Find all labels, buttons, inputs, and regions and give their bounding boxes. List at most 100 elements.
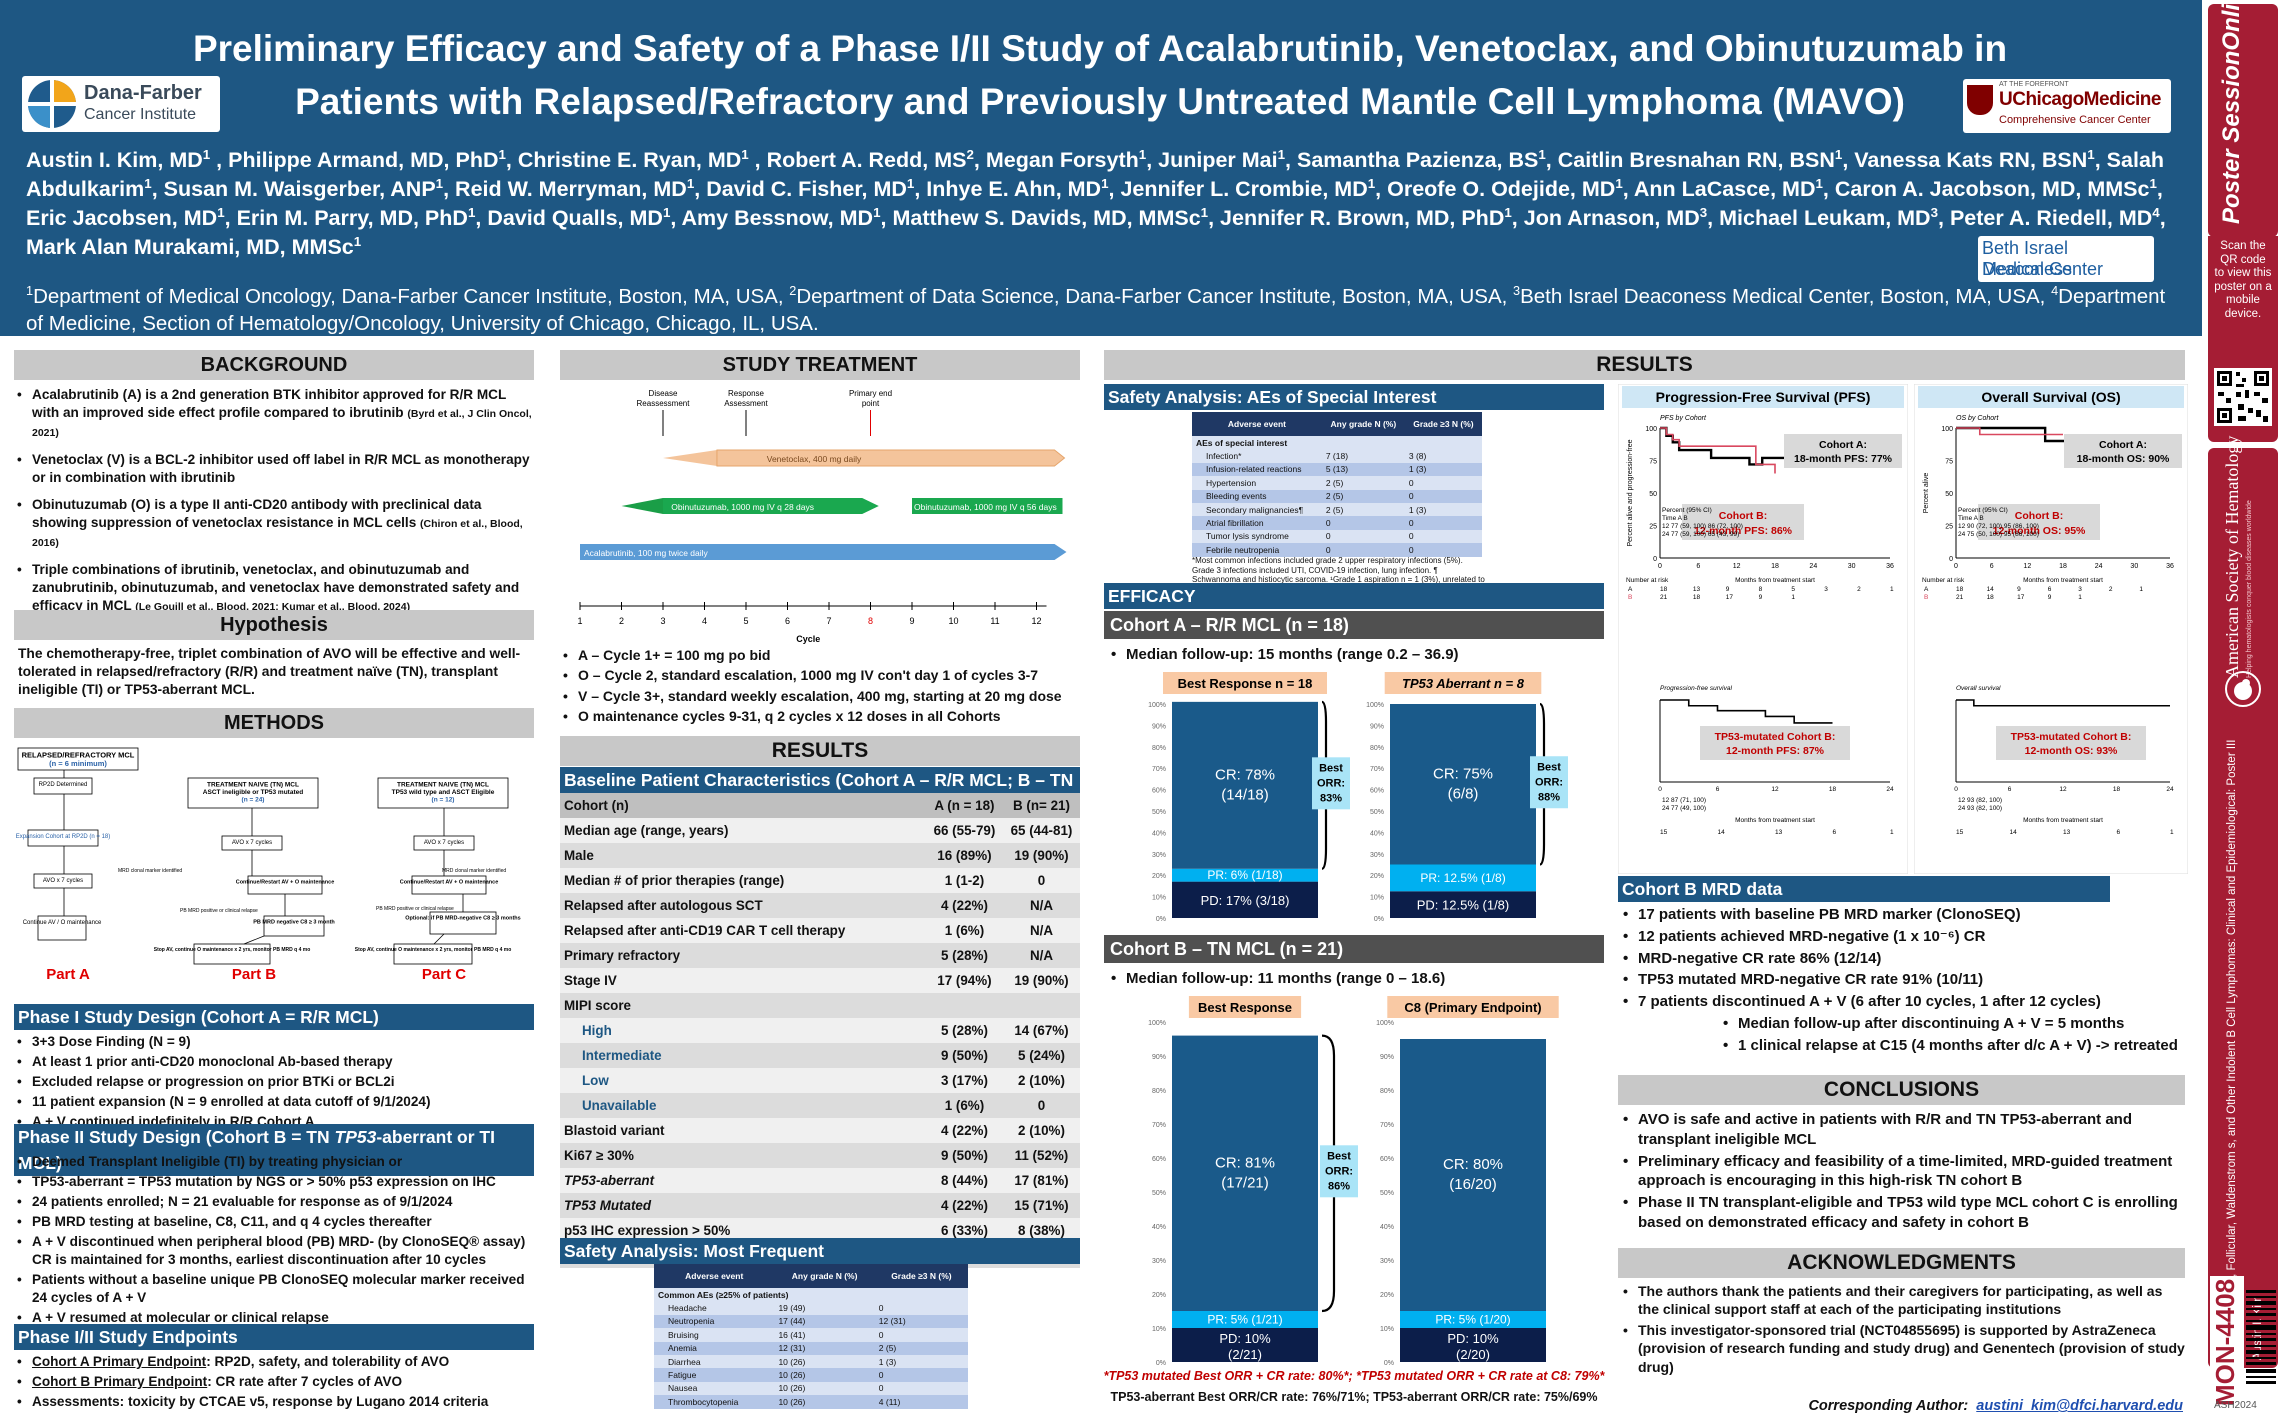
timeline-annotation: Response xyxy=(728,389,765,398)
y-tick-label: 10% xyxy=(1152,1326,1166,1333)
risk-count: 13 xyxy=(1693,586,1701,593)
table-row: Neutropenia 17 (44) 12 (31) xyxy=(654,1314,968,1329)
sub-x-tick: 18 xyxy=(1829,786,1837,793)
y-tick-label: 10% xyxy=(1370,895,1384,902)
table-row: Nausea 10 (26) 0 xyxy=(654,1381,968,1396)
qr-code-icon[interactable] xyxy=(2214,368,2272,426)
acknowledgments-list: The authors thank the patients and their… xyxy=(1620,1282,2185,1378)
author-affiliation-mark: 1 xyxy=(906,175,915,191)
table-header-cell: Grade ≥3 N (%) xyxy=(874,1264,968,1288)
author-affiliation-mark: 1 xyxy=(353,233,362,249)
table-cell: Nausea xyxy=(654,1381,775,1396)
km-callout-text: Cohort B: xyxy=(1719,510,1767,522)
poster-title: Preliminary Efficacy and Safety of a Pha… xyxy=(192,28,2008,122)
affiliation-number: 3 xyxy=(1513,283,1521,299)
baseline-characteristics-table: Cohort (n) A (n = 18) B (n= 21) Median age … xyxy=(560,793,1080,1268)
obinutuzumab-bar-1 xyxy=(663,498,879,514)
chart-title: Best Response xyxy=(1198,1000,1292,1015)
y-tick-label: 75 xyxy=(1945,459,1953,466)
sub-km-table-row: 12 93 (82, 100) xyxy=(1958,797,2002,804)
risk-count: 9 xyxy=(2048,594,2052,601)
y-tick-label: 100% xyxy=(1376,1020,1394,1027)
table-cell: 10 (26) xyxy=(774,1368,875,1382)
y-tick-label: 100% xyxy=(1366,702,1384,709)
orr-callout-box xyxy=(1320,1145,1358,1198)
background-text: Obinutuzumab (O) is a type II anti-CD20 … xyxy=(32,497,482,530)
pfs-km-panel: Progression-Free Survival (PFS) PFS by Co… xyxy=(1618,384,1908,874)
pb-neg-b-box: PB MRD negative C8 ≥ 3 month xyxy=(253,915,335,937)
bullet-item: TP53-aberrant = TP53 mutation by NGS or … xyxy=(14,1173,532,1191)
chart-title-box xyxy=(1188,996,1302,1018)
dana-farber-logo: Dana-Farber Cancer Institute xyxy=(22,76,220,132)
km-curve-B xyxy=(1956,427,2063,436)
pd-segment xyxy=(1172,1328,1318,1362)
risk-count: 1 xyxy=(2139,586,2143,593)
orr-callout-line: ORR: xyxy=(1535,776,1563,788)
bullet-item: O – Cycle 2, standard escalation, 1000 m… xyxy=(560,666,1080,685)
table-cell: Blastoid variant xyxy=(560,1118,926,1143)
y-tick-label: 10% xyxy=(1380,1326,1394,1333)
table-row: Relapsed after anti-CD19 CAR T cell ther… xyxy=(560,918,1080,943)
cr-label: CR: 81% xyxy=(1215,1154,1275,1171)
safety-frequent-heading: Safety Analysis: Most Frequent xyxy=(560,1238,1080,1264)
acalabrutinib-label: Acalabrutinib, 100 mg twice daily xyxy=(584,548,709,558)
table-cell: 0 xyxy=(1404,529,1482,544)
cycle-tick-label: 11 xyxy=(990,616,999,626)
barcode-icon xyxy=(2246,1290,2276,1384)
author-name: Robert A. Redd, MS xyxy=(766,148,967,172)
hypothesis-heading: Hypothesis xyxy=(14,610,534,640)
table-row: Median # of prior therapies (range) 1 (1-… xyxy=(560,868,1080,893)
y-tick-label: 10% xyxy=(1152,895,1166,902)
risk-count: 14 xyxy=(1987,586,1995,593)
author-name: Jennifer R. Brown, MD, PhD xyxy=(1220,206,1505,230)
y-tick-label: 80% xyxy=(1380,1088,1394,1095)
table-cell: 19 (49) xyxy=(774,1301,875,1315)
km-callout-a xyxy=(2064,434,2182,468)
sub-km-curve xyxy=(1956,699,2170,707)
sub-km-callout-text: 12-month OS: 93% xyxy=(2025,745,2118,757)
table-cell: 3 (17%) xyxy=(925,1068,1003,1093)
background-heading: BACKGROUND xyxy=(14,350,534,380)
author-affiliation-mark: 1 xyxy=(1815,175,1823,191)
table-cell: Bleeding events xyxy=(1192,489,1322,503)
table-cell: Infusion-related reactions xyxy=(1192,462,1322,477)
author-name: Inhye E. Ahn, MD xyxy=(926,177,1102,201)
sub-x-tick: 0 xyxy=(1658,786,1662,793)
diagram-label: TREATMENT NAIVE (TN) MCL xyxy=(397,782,489,789)
diagram-label: AVO x 7 cycles xyxy=(424,840,464,846)
orr-callout-line: 83% xyxy=(1320,792,1342,804)
table-cell: Neutropenia xyxy=(654,1314,775,1329)
table-cell: 19 (90%) xyxy=(1002,843,1080,868)
table-cell: Intermediate xyxy=(560,1043,926,1068)
aesi-heading: Safety Analysis: AEs of Special Interest xyxy=(1104,384,1604,410)
hypothesis-text: The chemotherapy-free, triplet combinati… xyxy=(18,646,521,697)
orr-callout-line: 88% xyxy=(1538,791,1560,803)
author-name: Vanessa Kats RN, BSN xyxy=(1854,148,2088,172)
y-tick-label: 80% xyxy=(1152,745,1166,752)
y-tick-label: 80% xyxy=(1370,745,1384,752)
phase1-heading: Phase I Study Design (Cohort A = R/R MCL… xyxy=(14,1004,534,1030)
orr-callout-line: Best xyxy=(1319,762,1343,774)
table-row: Infusion-related reactions 5 (13) 1 (3) xyxy=(1192,462,1482,477)
qr-panel: Scan the QR code to view this poster on … xyxy=(2208,236,2278,442)
cycle-axis-label: Cycle xyxy=(796,634,820,644)
author-email-link[interactable]: austini_kim@dfci.harvard.edu xyxy=(1976,1398,2183,1414)
sub-x-tick: 12 xyxy=(2059,786,2067,793)
km-table-row: 12 90 (72, 100) 95 (86, 100) xyxy=(1958,523,2039,530)
y-tick-label: 60% xyxy=(1152,788,1166,795)
table-cell: 1 (3) xyxy=(874,1354,968,1369)
diagram-label: RELAPSED/REFRACTORY MCL xyxy=(22,751,135,760)
y-tick-label: 60% xyxy=(1370,788,1384,795)
y-tick-label: 100 xyxy=(1941,426,1953,433)
x-tick-label: 36 xyxy=(2166,563,2174,570)
cycle-tick-label: 3 xyxy=(660,616,665,626)
sub-risk-count: 6 xyxy=(1833,829,1837,836)
table-row: Relapsed after autologous SCT 4 (22%) N/A xyxy=(560,893,1080,918)
diagram-label: Expansion Cohort at RP2D (n = 18) xyxy=(16,834,111,840)
diagram-label: (n = 24) xyxy=(242,797,265,804)
table-cell: Relapsed after anti-CD19 CAR T cell ther… xyxy=(560,918,926,943)
sub-risk-count: 1 xyxy=(1890,829,1894,836)
bullet-item: TP53 mutated MRD-negative CR rate 91% (1… xyxy=(1620,970,2190,990)
bullet-item: A + V discontinued when peripheral blood… xyxy=(14,1233,532,1269)
author-affiliation-mark: 1 xyxy=(1101,175,1109,191)
